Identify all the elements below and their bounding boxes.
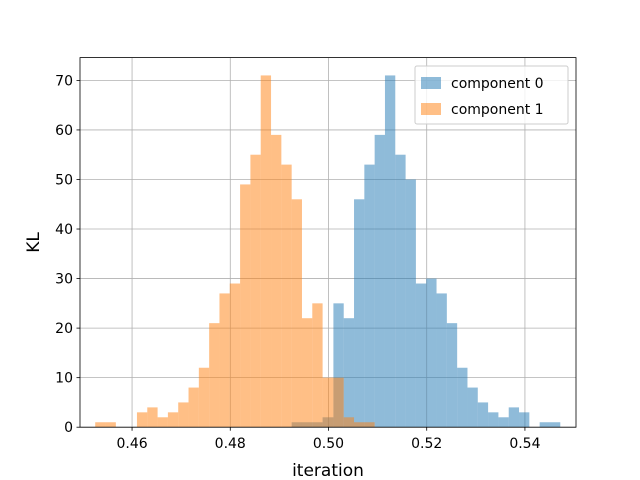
histogram-bar-component-0 <box>539 422 550 428</box>
histogram-bar-component-0 <box>508 407 520 428</box>
legend-label: component 0 <box>451 76 544 92</box>
histogram-bar-component-0 <box>384 75 396 428</box>
histogram-bar-component-0 <box>364 164 375 428</box>
x-tick-label: 0.54 <box>509 436 540 452</box>
legend-swatch <box>421 103 441 115</box>
legend-swatch <box>421 77 441 89</box>
histogram-bar-component-0 <box>549 422 561 428</box>
histogram-bar-component-1 <box>250 154 261 428</box>
y-tick-label: 0 <box>64 420 73 436</box>
legend: component 0 component 1 <box>414 65 569 125</box>
histogram-bar-component-0 <box>343 318 355 428</box>
x-tick-label: 0.46 <box>116 436 147 452</box>
histogram-bar-component-1 <box>167 412 179 428</box>
histogram-bar-component-1 <box>291 199 302 428</box>
axis-ticks: 0.46 0.48 0.50 0.52 0.54 0 10 20 30 40 50 60 70 <box>55 73 540 452</box>
histogram-bar-component-1 <box>229 283 241 428</box>
y-tick-label: 50 <box>55 172 73 188</box>
histogram-bar-component-0 <box>426 278 437 428</box>
histogram-bar-component-1 <box>343 417 355 428</box>
legend-label: component 1 <box>451 102 544 118</box>
histogram-bar-component-1 <box>240 184 251 428</box>
histogram-bar-component-1 <box>95 422 106 428</box>
histogram-bar-component-1 <box>219 293 230 428</box>
histogram-bar-component-1 <box>188 387 199 428</box>
legend-box <box>414 65 569 125</box>
histogram-bar-component-0 <box>457 367 468 428</box>
histogram-bars <box>95 75 561 428</box>
histogram-bar-component-1 <box>271 134 282 428</box>
histogram-bar-component-1 <box>364 422 375 428</box>
histogram-bar-component-0 <box>498 417 509 428</box>
x-tick-label: 0.48 <box>215 436 246 452</box>
y-tick-label: 70 <box>55 73 73 89</box>
histogram-bar-component-1 <box>333 377 344 428</box>
histogram-bar-component-1 <box>105 422 116 428</box>
histogram-bar-component-0 <box>405 179 416 428</box>
histogram-bar-component-0 <box>519 412 530 428</box>
histogram-bar-component-0 <box>354 199 365 428</box>
histogram-bar-component-1 <box>301 318 313 428</box>
histogram-bar-component-0 <box>374 134 385 428</box>
histogram-bar-component-0 <box>488 412 499 428</box>
histogram-bar-component-1 <box>136 412 148 428</box>
histogram-bar-component-1 <box>281 164 292 428</box>
histogram-bar-component-0 <box>467 387 478 428</box>
histogram-bar-component-1 <box>322 377 334 428</box>
x-tick-label: 0.52 <box>411 436 442 452</box>
histogram-bar-component-0 <box>477 402 489 428</box>
histogram-bar-component-0 <box>333 303 344 428</box>
y-tick-label: 20 <box>55 321 73 337</box>
histogram-bar-component-0 <box>395 154 406 428</box>
histogram-bar-component-1 <box>147 407 158 428</box>
y-axis-title: KL <box>24 232 44 253</box>
histogram-bar-component-0 <box>446 323 458 428</box>
y-tick-label: 40 <box>55 222 73 238</box>
histogram-bar-component-1 <box>260 75 272 428</box>
y-tick-label: 10 <box>55 371 73 387</box>
y-tick-label: 30 <box>55 272 73 288</box>
x-axis-title: iteration <box>292 461 364 480</box>
plot-area-frame <box>79 57 577 428</box>
histogram-bar-component-1 <box>312 303 323 428</box>
y-tick-label: 60 <box>55 123 73 139</box>
histogram-bar-component-1 <box>198 367 210 428</box>
x-tick-label: 0.50 <box>313 436 344 452</box>
histogram-bar-component-0 <box>436 293 447 428</box>
histogram-bar-component-1 <box>178 402 189 428</box>
histogram-bar-component-1 <box>209 323 220 428</box>
histogram-bar-component-1 <box>354 422 365 428</box>
histogram-bar-component-0 <box>415 283 427 428</box>
histogram-bar-component-1 <box>157 417 168 428</box>
